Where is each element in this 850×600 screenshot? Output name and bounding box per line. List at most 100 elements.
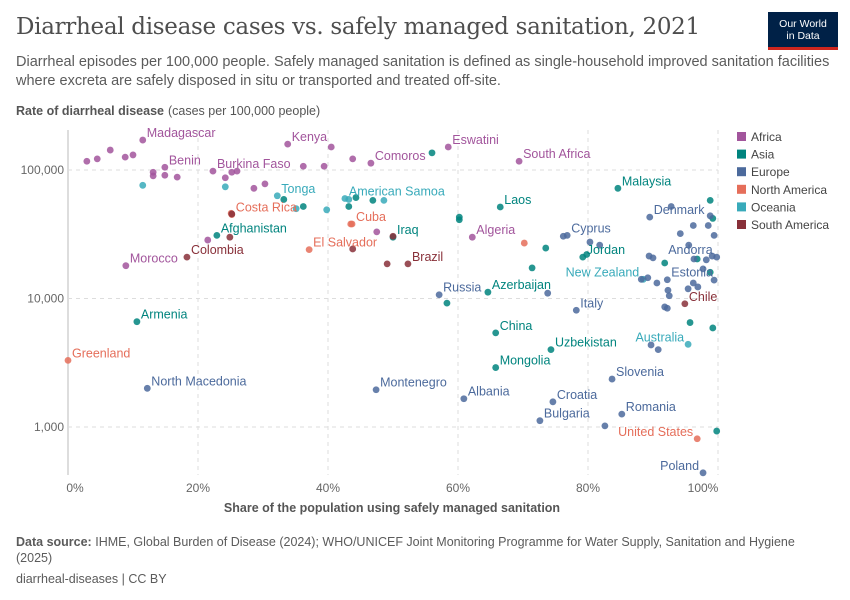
data-point[interactable]	[708, 252, 716, 260]
data-point[interactable]	[646, 213, 654, 221]
data-point[interactable]	[460, 395, 468, 403]
data-point[interactable]	[83, 157, 91, 165]
data-point[interactable]	[492, 329, 500, 337]
data-point[interactable]	[583, 251, 591, 258]
data-point[interactable]	[250, 184, 258, 192]
data-point[interactable]	[352, 194, 360, 201]
data-point[interactable]	[228, 210, 236, 218]
data-point[interactable]	[699, 469, 707, 477]
data-point[interactable]	[665, 292, 673, 300]
data-point[interactable]	[654, 346, 662, 354]
data-point[interactable]	[428, 149, 436, 157]
data-point[interactable]	[492, 364, 500, 371]
data-point[interactable]	[689, 222, 697, 229]
data-point[interactable]	[345, 196, 353, 203]
data-point[interactable]	[139, 136, 147, 144]
data-point[interactable]	[349, 245, 357, 253]
data-point[interactable]	[649, 254, 657, 262]
data-point[interactable]	[261, 180, 269, 188]
legend-swatch[interactable]	[737, 184, 746, 194]
data-point[interactable]	[586, 238, 594, 246]
data-point[interactable]	[637, 275, 645, 283]
data-point[interactable]	[547, 346, 555, 354]
data-point[interactable]	[618, 410, 626, 418]
data-point[interactable]	[706, 268, 714, 276]
data-point[interactable]	[689, 279, 697, 287]
data-point[interactable]	[559, 232, 567, 240]
data-point[interactable]	[435, 291, 443, 299]
data-point[interactable]	[713, 427, 721, 435]
data-point[interactable]	[694, 283, 702, 291]
data-point[interactable]	[228, 168, 236, 176]
data-point[interactable]	[221, 174, 229, 182]
data-point[interactable]	[149, 172, 157, 180]
data-point[interactable]	[647, 341, 655, 349]
legend-swatch[interactable]	[737, 132, 746, 141]
data-point[interactable]	[484, 288, 492, 296]
data-point[interactable]	[389, 232, 397, 240]
data-point[interactable]	[161, 171, 169, 179]
data-point[interactable]	[292, 205, 300, 213]
data-point[interactable]	[345, 203, 353, 210]
data-point[interactable]	[349, 155, 357, 163]
data-point[interactable]	[663, 276, 671, 284]
data-point[interactable]	[709, 324, 717, 332]
data-point[interactable]	[139, 181, 147, 189]
data-point[interactable]	[693, 435, 701, 443]
legend-item[interactable]: Africa	[751, 130, 782, 144]
data-point[interactable]	[93, 155, 101, 163]
data-point[interactable]	[702, 256, 710, 264]
data-point[interactable]	[323, 206, 331, 214]
data-point[interactable]	[444, 143, 452, 151]
data-point[interactable]	[383, 260, 391, 268]
data-point[interactable]	[143, 384, 151, 392]
data-point[interactable]	[404, 260, 412, 268]
data-point[interactable]	[173, 173, 181, 181]
data-point[interactable]	[667, 203, 675, 210]
data-point[interactable]	[129, 151, 137, 159]
data-point[interactable]	[233, 167, 241, 175]
legend-swatch[interactable]	[737, 167, 746, 177]
data-point[interactable]	[455, 216, 463, 224]
data-point[interactable]	[221, 183, 229, 191]
data-point[interactable]	[183, 253, 191, 261]
data-point[interactable]	[273, 192, 281, 200]
data-point[interactable]	[380, 196, 388, 204]
data-point[interactable]	[515, 157, 523, 165]
data-point[interactable]	[367, 159, 375, 167]
data-point[interactable]	[684, 340, 692, 348]
data-point[interactable]	[284, 140, 292, 148]
data-point[interactable]	[528, 264, 536, 272]
data-point[interactable]	[496, 203, 504, 211]
legend-item[interactable]: Europe	[751, 165, 790, 179]
data-point[interactable]	[663, 304, 671, 312]
legend-item[interactable]: Asia	[751, 148, 775, 162]
data-point[interactable]	[681, 300, 689, 308]
data-point[interactable]	[209, 167, 217, 175]
legend-swatch[interactable]	[737, 202, 746, 212]
data-point[interactable]	[542, 244, 550, 252]
data-point[interactable]	[299, 203, 307, 210]
data-point[interactable]	[64, 356, 72, 364]
data-point[interactable]	[280, 196, 288, 203]
data-point[interactable]	[608, 375, 616, 383]
data-point[interactable]	[213, 231, 221, 239]
data-point[interactable]	[299, 162, 307, 170]
data-point[interactable]	[699, 265, 707, 273]
data-point[interactable]	[369, 196, 377, 204]
legend-item[interactable]: North America	[751, 183, 827, 197]
data-point[interactable]	[572, 306, 580, 314]
data-point[interactable]	[704, 222, 712, 229]
data-point[interactable]	[347, 220, 355, 228]
data-point[interactable]	[653, 279, 661, 287]
data-point[interactable]	[596, 241, 604, 249]
data-point[interactable]	[327, 143, 335, 151]
legend-item[interactable]: South America	[751, 218, 829, 232]
data-point[interactable]	[710, 231, 718, 239]
legend-swatch[interactable]	[737, 149, 746, 159]
data-point[interactable]	[106, 146, 114, 154]
data-point[interactable]	[644, 274, 652, 282]
data-point[interactable]	[706, 196, 714, 204]
data-point[interactable]	[468, 233, 476, 241]
data-point[interactable]	[204, 236, 212, 244]
